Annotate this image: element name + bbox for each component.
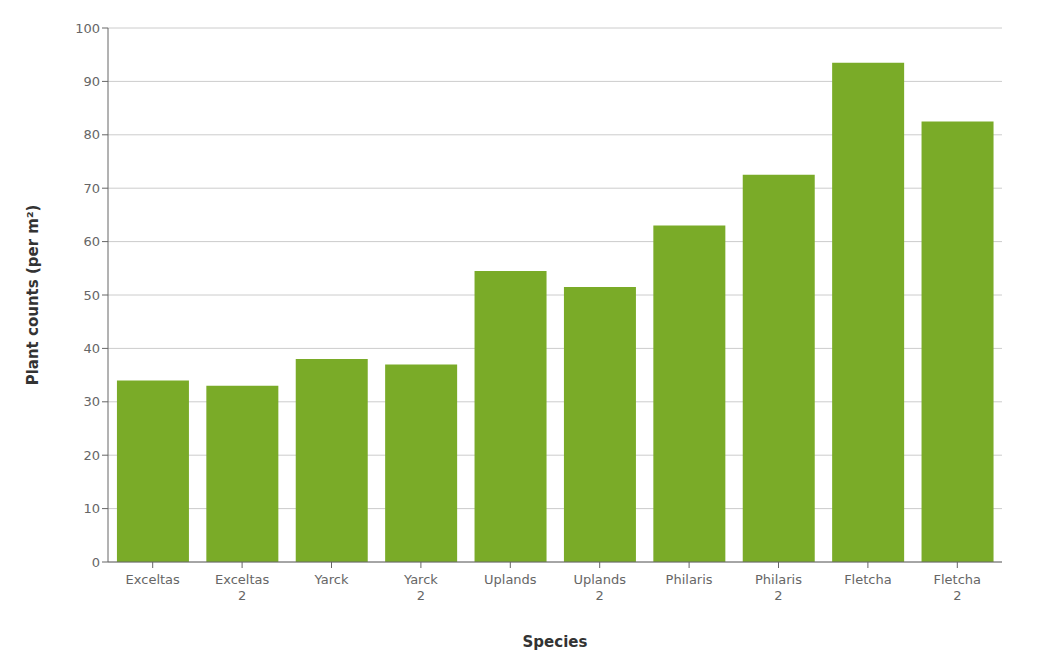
svg-text:Yarck2: Yarck2 <box>403 572 438 603</box>
svg-text:Philaris2: Philaris2 <box>755 572 802 603</box>
svg-text:60: 60 <box>83 234 100 249</box>
svg-text:80: 80 <box>83 127 100 142</box>
svg-text:20: 20 <box>83 448 100 463</box>
svg-text:70: 70 <box>83 181 100 196</box>
svg-text:50: 50 <box>83 288 100 303</box>
svg-text:40: 40 <box>83 341 100 356</box>
svg-text:Yarck: Yarck <box>314 572 349 587</box>
svg-text:Exceltas: Exceltas <box>126 572 180 587</box>
svg-text:Uplands: Uplands <box>484 572 537 587</box>
svg-text:30: 30 <box>83 394 100 409</box>
svg-text:Exceltas2: Exceltas2 <box>215 572 269 603</box>
svg-text:Plant counts (per m²): Plant counts (per m²) <box>24 205 42 386</box>
svg-text:10: 10 <box>83 501 100 516</box>
svg-text:0: 0 <box>92 555 100 570</box>
svg-text:Uplands2: Uplands2 <box>573 572 626 603</box>
svg-text:Fletcha2: Fletcha2 <box>934 572 982 603</box>
svg-text:Species: Species <box>523 633 588 651</box>
svg-text:90: 90 <box>83 74 100 89</box>
svg-text:Fletcha: Fletcha <box>844 572 892 587</box>
svg-text:Philaris: Philaris <box>666 572 713 587</box>
svg-text:100: 100 <box>75 21 100 36</box>
